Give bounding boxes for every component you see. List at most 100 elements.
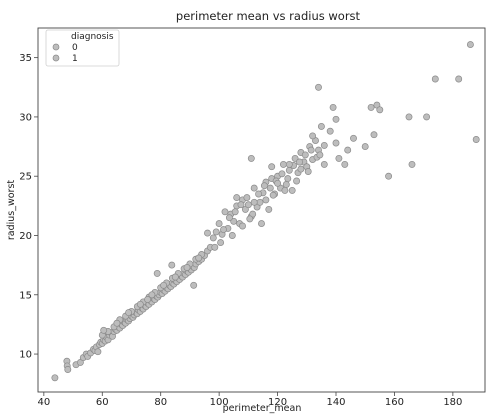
data-point-diagnosis-1 — [204, 229, 211, 237]
data-point-diagnosis-1 — [329, 103, 337, 111]
data-point-diagnosis-1 — [269, 191, 277, 199]
data-point-diagnosis-1 — [367, 103, 375, 111]
legend: diagnosis 0 1 — [45, 29, 120, 67]
data-point-diagnosis-1 — [309, 132, 317, 140]
data-point-diagnosis-1 — [250, 184, 258, 192]
data-point-diagnosis-1 — [237, 201, 245, 209]
data-point-diagnosis-1 — [405, 113, 413, 121]
data-point-diagnosis-1 — [385, 172, 393, 180]
data-point-diagnosis-0 — [125, 309, 133, 317]
data-point-diagnosis-0 — [190, 281, 198, 289]
data-point-diagnosis-1 — [215, 220, 223, 228]
data-point-diagnosis-1 — [423, 113, 431, 121]
data-point-diagnosis-1 — [455, 75, 463, 83]
x-tick-label: 160 — [385, 397, 404, 408]
legend-title: diagnosis — [71, 32, 114, 42]
data-point-diagnosis-0 — [168, 261, 176, 269]
data-point-diagnosis-1 — [350, 134, 357, 142]
data-point-diagnosis-0 — [64, 366, 72, 373]
data-point-diagnosis-1 — [307, 146, 315, 154]
data-point-diagnosis-1 — [297, 165, 305, 173]
x-axis-title: perimeter_mean — [223, 403, 302, 414]
data-point-diagnosis-1 — [244, 201, 252, 209]
data-point-diagnosis-1 — [332, 139, 340, 147]
data-point-diagnosis-1 — [266, 184, 274, 192]
x-axis: 40 60 80 100 120 140 160 180 — [37, 392, 462, 408]
data-point-diagnosis-0 — [153, 269, 161, 277]
data-point-diagnosis-1 — [233, 194, 241, 202]
data-point-diagnosis-0 — [113, 319, 121, 327]
data-point-diagnosis-1 — [220, 226, 227, 234]
data-point-diagnosis-1 — [332, 115, 340, 123]
data-point-diagnosis-0 — [144, 296, 152, 303]
data-point-diagnosis-1 — [320, 160, 328, 168]
data-point-diagnosis-1 — [256, 198, 264, 206]
data-point-diagnosis-1 — [212, 228, 220, 236]
data-point-diagnosis-1 — [431, 75, 439, 83]
data-point-diagnosis-1 — [231, 208, 239, 216]
data-point-diagnosis-1 — [335, 154, 343, 162]
data-point-diagnosis-0 — [94, 348, 102, 356]
data-point-diagnosis-1 — [315, 83, 322, 91]
data-points — [51, 41, 480, 382]
y-axis-title: radius_worst — [6, 180, 17, 241]
data-point-diagnosis-1 — [370, 131, 378, 139]
legend-marker-0 — [52, 43, 60, 51]
data-point-diagnosis-1 — [326, 127, 334, 135]
data-point-diagnosis-1 — [279, 160, 287, 168]
data-point-diagnosis-1 — [466, 41, 474, 49]
data-point-diagnosis-1 — [228, 232, 236, 239]
data-point-diagnosis-0 — [100, 326, 108, 334]
data-point-diagnosis-1 — [301, 151, 309, 159]
x-tick-label: 80 — [154, 397, 167, 408]
data-point-diagnosis-1 — [281, 186, 289, 194]
data-point-diagnosis-1 — [316, 151, 324, 159]
data-point-diagnosis-0 — [51, 374, 59, 382]
data-point-diagnosis-1 — [361, 143, 369, 151]
data-point-diagnosis-1 — [258, 220, 265, 228]
y-tick-label: 20 — [19, 231, 32, 242]
data-point-diagnosis-1 — [341, 160, 349, 168]
data-point-diagnosis-1 — [247, 154, 255, 162]
data-point-diagnosis-1 — [225, 214, 233, 222]
x-tick-label: 60 — [96, 397, 109, 408]
data-point-diagnosis-1 — [278, 170, 286, 178]
data-point-diagnosis-1 — [265, 205, 273, 213]
data-point-diagnosis-1 — [217, 239, 225, 247]
data-point-diagnosis-1 — [250, 198, 258, 206]
legend-label-1: 1 — [72, 54, 78, 64]
data-point-diagnosis-1 — [304, 168, 312, 175]
data-point-diagnosis-1 — [246, 215, 254, 223]
y-tick-label: 30 — [19, 112, 32, 123]
data-point-diagnosis-1 — [243, 194, 251, 202]
data-point-diagnosis-1 — [260, 182, 268, 190]
data-point-diagnosis-1 — [268, 163, 276, 171]
data-point-diagnosis-1 — [274, 179, 282, 187]
legend-box — [45, 29, 120, 67]
data-point-diagnosis-1 — [291, 154, 299, 162]
data-point-diagnosis-0 — [148, 291, 156, 299]
data-point-diagnosis-1 — [317, 122, 325, 130]
data-point-diagnosis-1 — [255, 190, 263, 198]
chart-title: perimeter mean vs radius worst — [176, 9, 361, 23]
y-axis: 10 15 20 25 30 35 — [19, 53, 38, 361]
data-point-diagnosis-0 — [183, 264, 191, 271]
data-point-diagnosis-1 — [239, 222, 246, 230]
x-tick-label: 120 — [268, 397, 287, 408]
data-point-diagnosis-0 — [136, 300, 144, 308]
data-point-diagnosis-1 — [282, 181, 290, 188]
data-point-diagnosis-1 — [221, 208, 229, 216]
data-point-diagnosis-1 — [285, 160, 293, 168]
data-point-diagnosis-0 — [160, 281, 168, 289]
data-point-diagnosis-1 — [211, 243, 219, 251]
y-tick-label: 25 — [19, 172, 32, 183]
data-point-diagnosis-1 — [472, 136, 480, 143]
data-point-diagnosis-1 — [262, 196, 270, 204]
y-tick-label: 15 — [19, 290, 32, 301]
data-point-diagnosis-0 — [171, 273, 179, 281]
legend-label-0: 0 — [72, 43, 78, 53]
data-point-diagnosis-1 — [288, 186, 296, 194]
x-tick-label: 40 — [37, 397, 50, 408]
data-point-diagnosis-1 — [284, 175, 292, 183]
